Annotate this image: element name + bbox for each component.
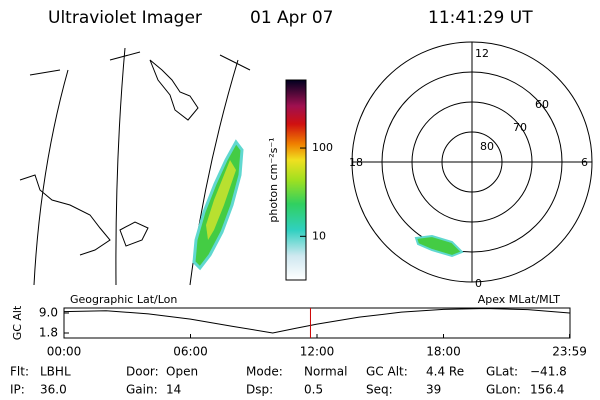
plot-frame — [63, 307, 571, 339]
altitude-line — [63, 308, 570, 334]
footer-label: Dsp: — [246, 383, 273, 397]
lat-label: 70 — [513, 121, 527, 134]
footer-label: Seq: — [366, 383, 393, 397]
footer-value: −41.8 — [530, 365, 567, 379]
footer-label: Mode: — [246, 365, 283, 379]
footer-label: Gain: — [126, 383, 158, 397]
colorbar-label: photon cm⁻²s⁻¹ — [267, 137, 280, 222]
footer-value: 0.5 — [304, 383, 323, 397]
footer-label: GLon: — [486, 383, 521, 397]
title: Ultraviolet Imager — [48, 8, 202, 28]
colorbar-tick-label: 10 — [312, 229, 326, 242]
footer-label: Flt: — [10, 365, 29, 379]
y-axis-label: GC Alt — [11, 305, 24, 340]
lat-label: 60 — [535, 98, 549, 111]
colorbar-tick-label: 100 — [312, 141, 333, 154]
mlt-label: 18 — [349, 156, 363, 169]
footer-value: 39 — [426, 383, 441, 397]
footer-value: 4.4 Re — [426, 365, 464, 379]
footer-value: 14 — [166, 383, 181, 397]
geo-map — [19, 47, 251, 286]
right-label: Apex MLat/MLT — [478, 293, 561, 306]
footer-label: Door: — [126, 365, 159, 379]
footer-label: IP: — [10, 383, 25, 397]
x-tick-label: 18:00 — [426, 345, 461, 359]
mlt-label: 0 — [475, 277, 482, 290]
mlt-label: 6 — [581, 156, 588, 169]
footer-value: Normal — [304, 365, 347, 379]
footer-label: GC Alt: — [366, 365, 408, 379]
footer-label: GLat: — [486, 365, 518, 379]
x-tick-label: 00:00 — [47, 345, 82, 359]
y-tick-label: 1.8 — [39, 326, 58, 340]
footer-value: LBHL — [40, 365, 71, 379]
footer-value: 156.4 — [530, 383, 564, 397]
x-tick-label: 23:59 — [552, 345, 587, 359]
y-tick-label: 9.0 — [39, 306, 58, 320]
date: 01 Apr 07 — [250, 8, 333, 28]
lat-label: 80 — [480, 140, 494, 153]
colorbar — [285, 79, 307, 281]
mlt-label: 12 — [475, 47, 489, 60]
polar-plot — [351, 41, 593, 283]
left-label: Geographic Lat/Lon — [70, 293, 177, 306]
time: 11:41:29 UT — [428, 8, 533, 28]
x-tick-label: 06:00 — [173, 345, 208, 359]
footer-value: Open — [166, 365, 198, 379]
footer-value: 36.0 — [40, 383, 67, 397]
x-tick-label: 12:00 — [300, 345, 335, 359]
